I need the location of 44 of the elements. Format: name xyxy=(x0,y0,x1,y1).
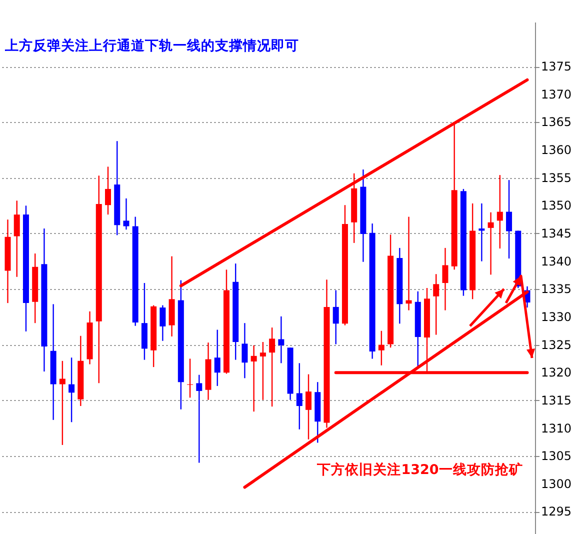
candlestick xyxy=(214,329,220,387)
candlestick xyxy=(296,362,302,430)
y-tick-label: 1365 xyxy=(541,115,572,130)
y-tick-label: 1295 xyxy=(541,504,572,519)
y-tick-label: 1330 xyxy=(541,310,572,324)
candlestick xyxy=(478,202,485,262)
y-tick-label: 1300 xyxy=(541,476,572,491)
y-tick-label: 1310 xyxy=(541,421,572,436)
candlestick xyxy=(105,166,112,216)
candlestick xyxy=(68,356,75,423)
candlestick xyxy=(123,198,130,230)
y-tick-label: 1375 xyxy=(541,60,572,74)
y-tick-label: 1370 xyxy=(541,87,572,102)
y-tick-label: 1320 xyxy=(541,366,572,380)
candlestick xyxy=(506,179,512,260)
candlestick xyxy=(433,274,440,336)
annotation: 下方依旧关注1320一线攻防抢矿 xyxy=(316,461,523,478)
y-tick-label: 1360 xyxy=(541,143,572,157)
candlestick xyxy=(488,212,494,276)
y-tick-label: 1325 xyxy=(541,338,572,352)
candlestick xyxy=(442,247,448,311)
candlestick xyxy=(269,326,276,408)
candlestick xyxy=(306,374,312,440)
y-tick-label: 1315 xyxy=(541,393,572,408)
candlestick xyxy=(260,341,266,400)
y-tick-label: 1345 xyxy=(541,226,572,240)
candlestick xyxy=(242,322,248,379)
candlestick xyxy=(59,360,66,446)
y-tick-label: 1335 xyxy=(541,282,572,296)
candlestick xyxy=(278,316,284,364)
y-tick-label: 1355 xyxy=(541,170,572,185)
y-tick-label: 1305 xyxy=(541,449,572,464)
candlestick xyxy=(187,358,194,398)
candlestick xyxy=(496,174,503,250)
annotation: 上方反弹关注上行通道下轨一线的支撑情况即可 xyxy=(4,37,299,54)
y-tick-label: 1350 xyxy=(541,198,572,213)
candlestick xyxy=(378,330,384,366)
candlestick xyxy=(160,304,166,342)
y-tick-label: 1340 xyxy=(541,254,572,268)
candlestick xyxy=(14,200,20,278)
candlestick xyxy=(250,344,257,412)
candlestick xyxy=(196,374,202,464)
candlestick xyxy=(406,216,412,311)
candlestick xyxy=(332,290,339,345)
